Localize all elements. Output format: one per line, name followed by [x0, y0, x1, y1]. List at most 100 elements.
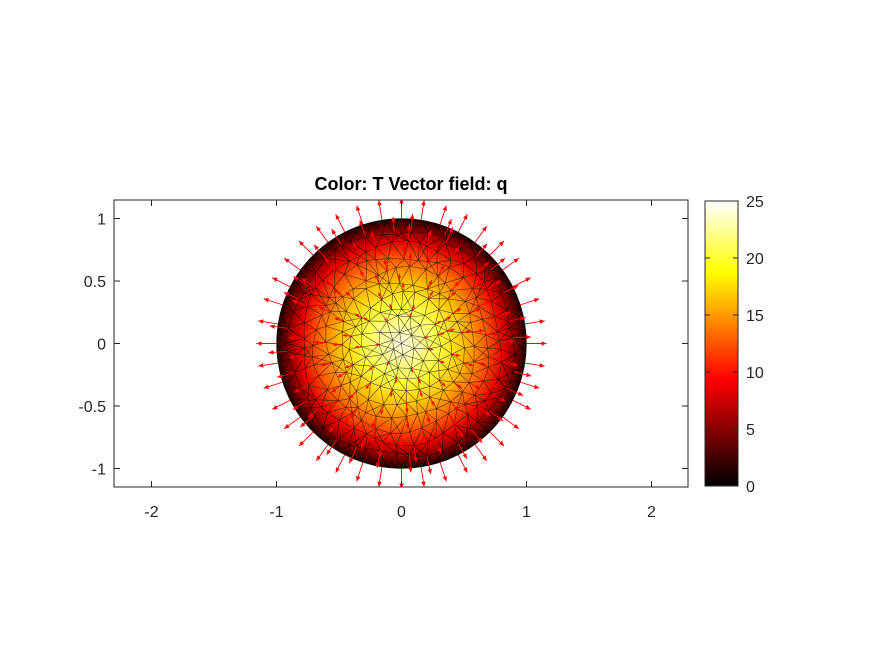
vector-arrow: [335, 214, 346, 233]
mesh-edge: [471, 373, 485, 382]
mesh-edge: [309, 249, 319, 259]
mesh-edge: [399, 283, 414, 286]
mesh-edge: [474, 346, 490, 358]
mesh-edge: [511, 391, 518, 404]
mesh-edge: [349, 398, 359, 408]
mesh-edge: [443, 320, 448, 332]
mesh-edge: [412, 269, 427, 286]
vector-arrow: [439, 380, 446, 387]
mesh-edge: [523, 318, 527, 331]
y-axis: -1 -0.5 0 0.5 1: [78, 212, 688, 479]
mesh-edge: [373, 366, 385, 374]
vector-arrow: [451, 353, 461, 357]
vector-arrow: [478, 300, 492, 307]
vector-arrow: [320, 362, 333, 367]
mesh-edge: [502, 293, 517, 295]
mesh-edge: [450, 340, 453, 355]
vector-arrow: [349, 446, 358, 464]
mesh-edge: [399, 316, 411, 334]
vector-arrow: [375, 450, 381, 469]
vector-arrow: [363, 317, 370, 322]
mesh-edge: [470, 421, 479, 430]
mesh-edge: [356, 446, 363, 463]
vector-arrow: [428, 347, 434, 351]
mesh-edge: [327, 389, 339, 401]
mesh-edge: [417, 360, 424, 378]
mesh-edge: [391, 404, 398, 419]
mesh-edge: [513, 371, 522, 381]
mesh-edge: [501, 362, 511, 383]
mesh-edge: [330, 310, 347, 313]
mesh-edge: [401, 343, 403, 355]
mesh-edge: [459, 248, 465, 264]
mesh-edge: [506, 388, 512, 403]
mesh-edge: [391, 234, 395, 243]
vector-arrow: [377, 200, 383, 221]
mesh-edge: [459, 238, 470, 250]
mesh-edge: [396, 367, 399, 378]
mesh-edge: [434, 309, 440, 325]
mesh-edge: [416, 442, 429, 457]
mesh-edge: [499, 341, 502, 350]
mesh-edge: [472, 332, 475, 347]
mesh-edge: [457, 232, 461, 250]
mesh-edge: [427, 261, 439, 277]
mesh-edge: [352, 288, 354, 299]
mesh-edge: [287, 322, 305, 329]
mesh-edge: [401, 291, 404, 310]
mesh-edge: [506, 294, 517, 311]
mesh-edge: [286, 347, 305, 352]
vector-arrow: [313, 244, 327, 259]
mesh-edge: [461, 332, 475, 347]
mesh-edge: [516, 294, 522, 307]
mesh-edge: [397, 354, 403, 368]
mesh-edge: [459, 362, 464, 374]
mesh-edge: [318, 371, 336, 377]
mesh-edge: [506, 305, 521, 311]
vector-arrow: [263, 381, 283, 389]
mesh-edge: [361, 320, 370, 335]
mesh-edge: [409, 266, 414, 286]
mesh-edge: [286, 351, 305, 357]
mesh-edge: [308, 375, 319, 386]
mesh-edge: [407, 377, 418, 380]
mesh-edge: [348, 445, 357, 448]
mesh-edge: [490, 293, 503, 301]
mesh-edge: [471, 366, 489, 375]
mesh-edge: [427, 420, 437, 443]
mesh-edge: [506, 382, 511, 389]
mesh-edge: [476, 281, 484, 298]
mesh-edge: [365, 399, 369, 413]
mesh-edge: [356, 260, 368, 265]
vector-arrow: [520, 381, 540, 389]
mesh-edge: [328, 235, 339, 243]
mesh-edge: [475, 253, 489, 258]
mesh-edge: [361, 448, 366, 463]
mesh-edge: [396, 402, 407, 406]
mesh-edge: [420, 325, 426, 338]
mesh-edge: [403, 258, 410, 267]
mesh-edge: [316, 314, 322, 330]
mesh-edge: [472, 331, 486, 336]
vector-arrow: [424, 336, 429, 339]
mesh-edge: [497, 331, 514, 339]
x-tick-label: 0: [397, 504, 406, 521]
mesh-edge: [420, 315, 426, 326]
mesh-edge: [486, 289, 492, 301]
mesh-edge: [470, 322, 473, 333]
mesh-edge: [483, 264, 486, 282]
mesh-edge: [411, 360, 424, 369]
mesh-edge: [409, 265, 426, 270]
mesh-edge: [355, 317, 363, 328]
mesh-edge: [361, 346, 366, 358]
mesh-edge: [413, 337, 426, 349]
vector-arrow: [313, 340, 326, 345]
x-axis: -2 -1 0 1 2: [144, 200, 656, 521]
mesh-edge: [434, 222, 447, 228]
mesh-edge: [356, 256, 360, 265]
mesh-edge: [312, 329, 317, 346]
vector-arrow: [374, 274, 380, 284]
mesh-edge: [283, 289, 289, 302]
mesh-edge: [463, 277, 473, 289]
mesh-edge: [378, 332, 381, 345]
